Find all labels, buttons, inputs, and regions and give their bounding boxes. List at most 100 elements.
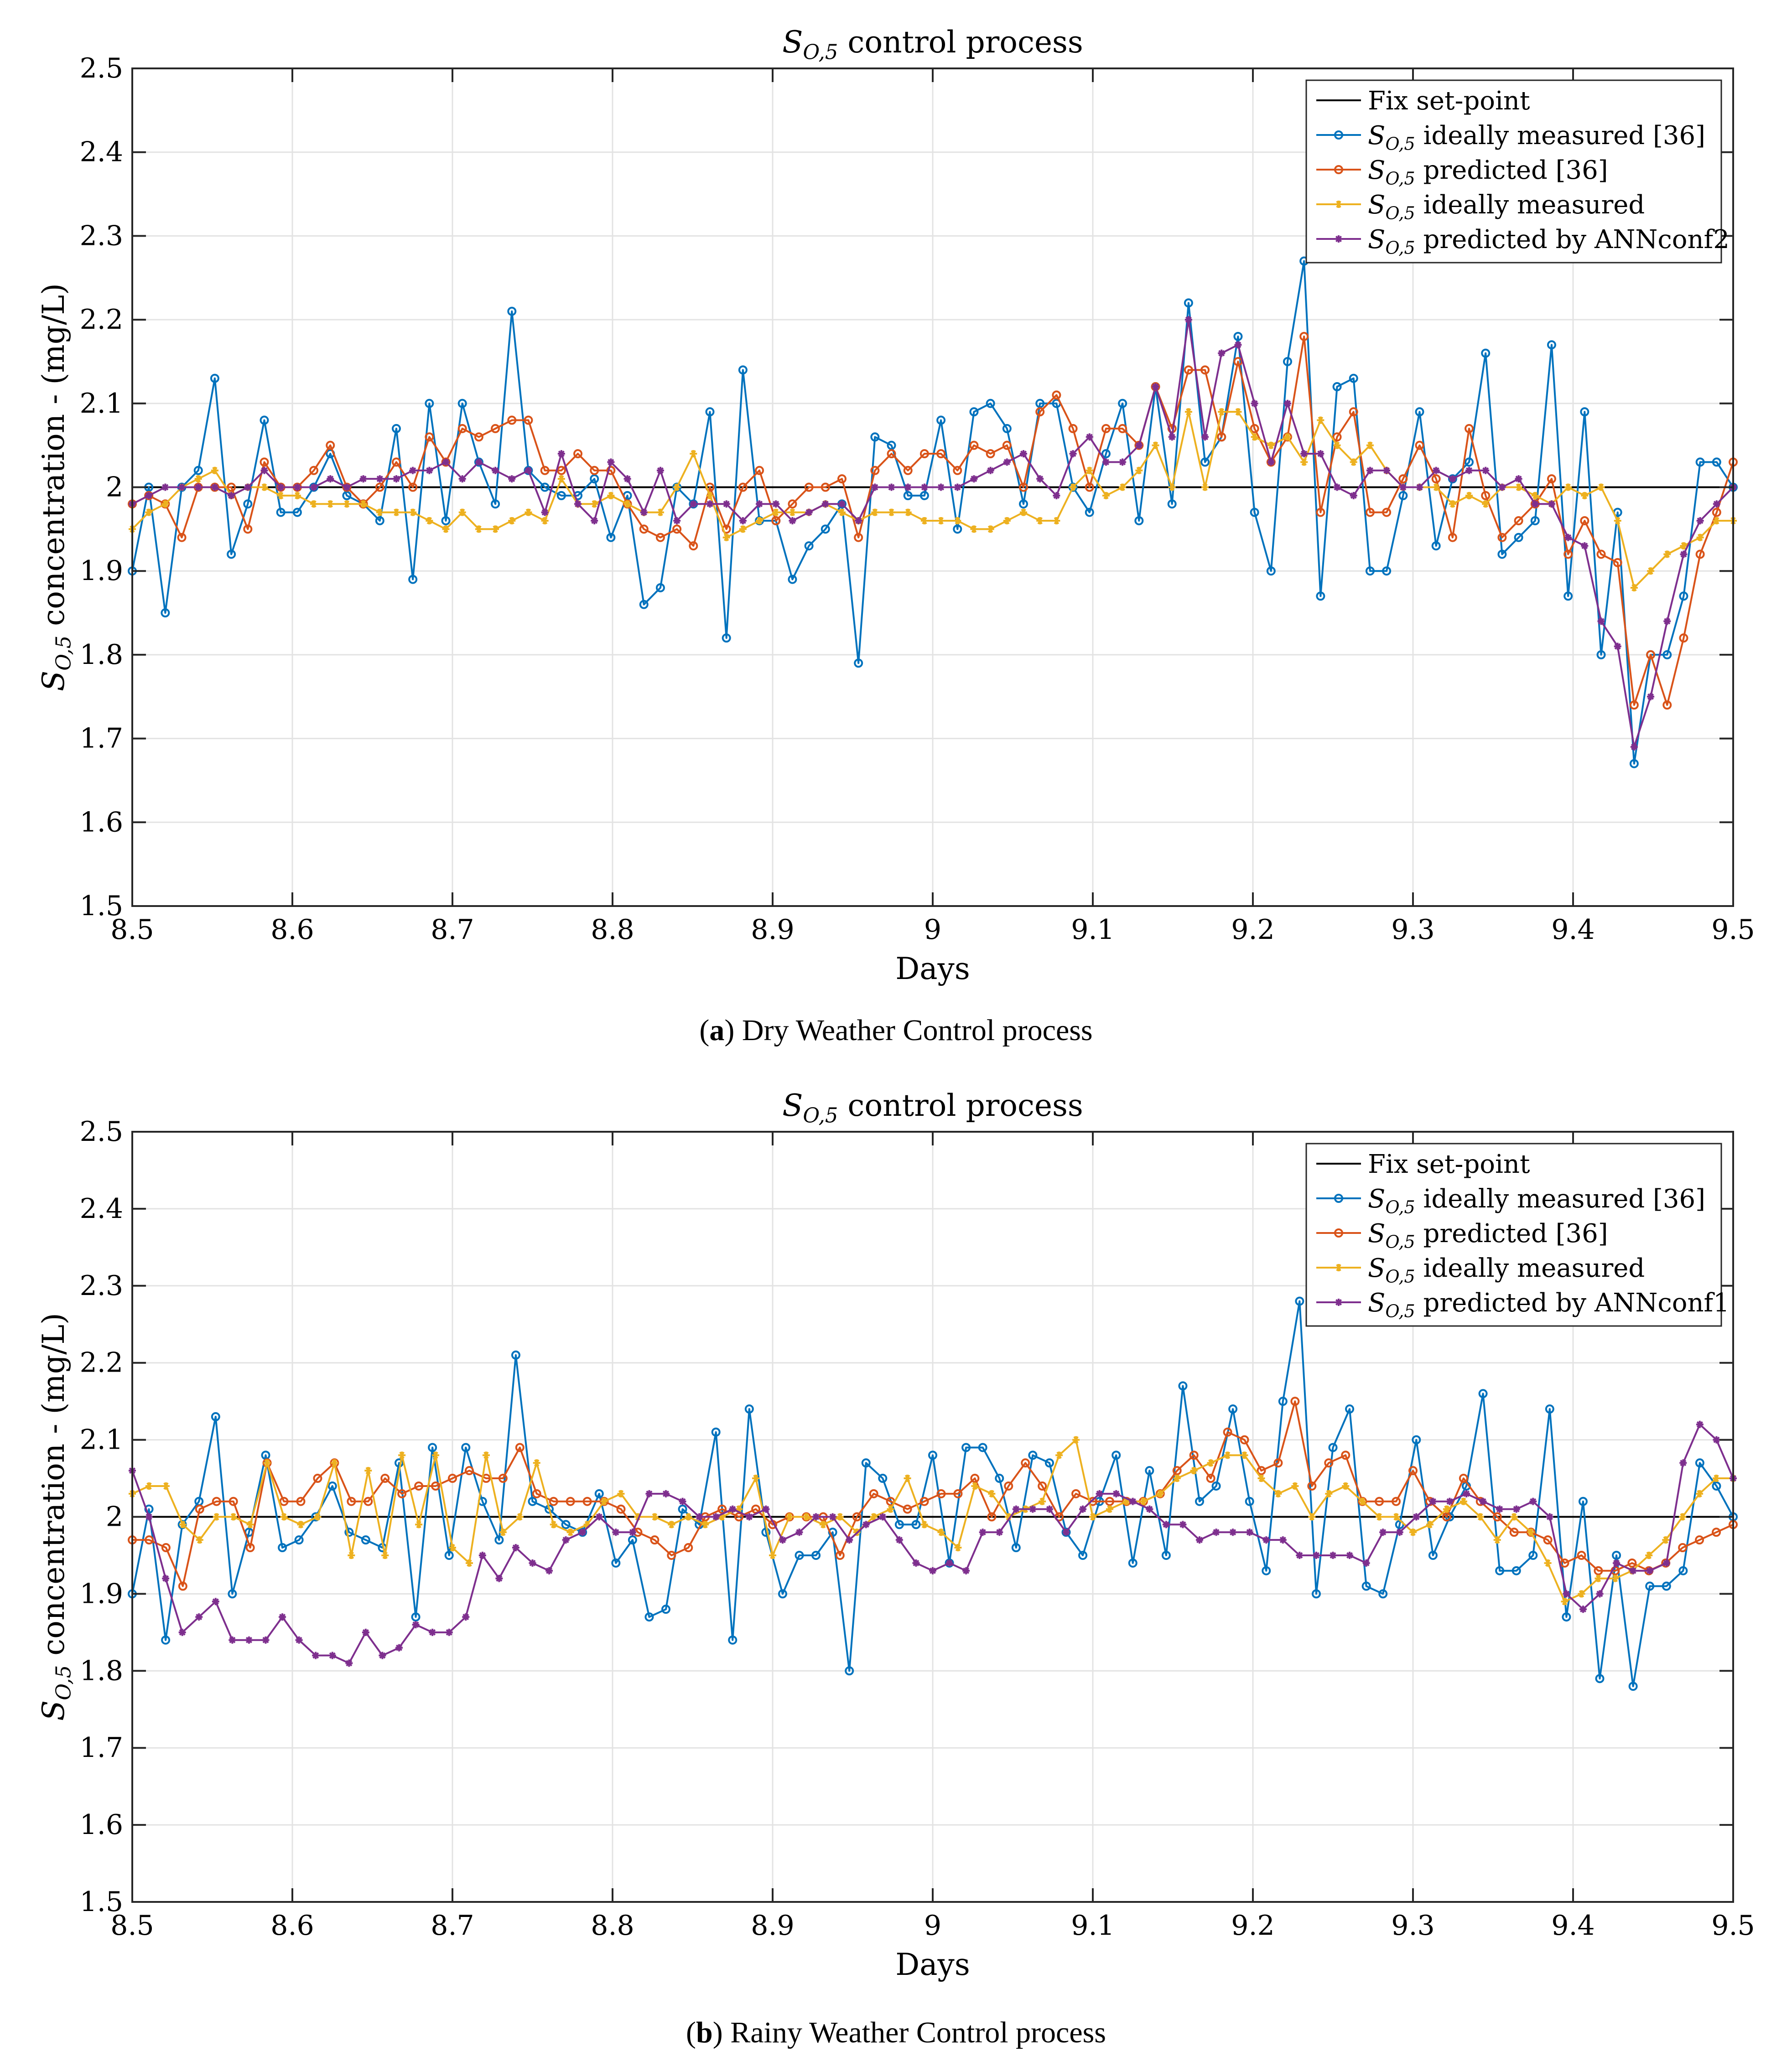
data-point-stroke <box>812 1513 820 1520</box>
data-point <box>398 1451 406 1459</box>
data-point <box>1233 332 1243 341</box>
data-point <box>1428 1550 1438 1560</box>
data-point-stroke <box>1213 1529 1220 1536</box>
data-point <box>591 517 598 524</box>
data-point <box>1463 1490 1470 1497</box>
x-tick-label: 9.4 <box>1551 1910 1595 1942</box>
data-point <box>802 1513 810 1521</box>
data-point <box>1245 1497 1254 1506</box>
data-point <box>1398 474 1408 484</box>
data-point-stroke <box>1463 1490 1470 1497</box>
data-point <box>194 483 202 491</box>
data-point <box>1233 357 1243 366</box>
data-point <box>260 457 269 467</box>
data-point <box>212 1497 221 1506</box>
data-point <box>1085 508 1094 517</box>
y-tick-label: 2.4 <box>80 136 123 168</box>
data-point <box>293 492 301 499</box>
x-tick-label: 9.1 <box>1071 1910 1114 1942</box>
data-point <box>772 508 780 516</box>
data-point <box>573 449 583 459</box>
data-point <box>829 1513 836 1521</box>
data-point <box>1530 516 1540 525</box>
data-point <box>919 1497 929 1506</box>
data-point <box>1399 483 1407 491</box>
data-point <box>936 415 946 425</box>
data-point <box>1002 440 1012 450</box>
data-point <box>1019 482 1028 492</box>
data-point <box>262 1636 270 1644</box>
data-point <box>744 1404 754 1414</box>
data-point <box>1563 549 1573 559</box>
data-point <box>343 483 351 491</box>
data-point <box>1597 617 1605 625</box>
legend-box <box>1305 79 1722 264</box>
data-point <box>1509 1528 1519 1537</box>
data-point <box>491 424 500 433</box>
data-point <box>1647 693 1655 700</box>
data-point-stroke <box>496 1575 503 1582</box>
data-point <box>1052 390 1061 400</box>
data-point <box>345 1659 353 1667</box>
data-point <box>986 449 995 459</box>
data-point-stroke <box>1513 1506 1520 1513</box>
data-point <box>1223 1427 1232 1437</box>
data-point <box>1266 566 1276 576</box>
data-point <box>178 1628 186 1636</box>
data-point <box>1614 642 1621 650</box>
data-point <box>557 450 565 458</box>
data-point <box>445 1628 453 1636</box>
data-point <box>970 1474 980 1483</box>
data-point <box>861 1458 871 1468</box>
text-subscript: O,5 <box>52 636 76 671</box>
data-point <box>475 525 483 533</box>
data-point <box>1613 558 1622 567</box>
data-point <box>855 517 862 524</box>
data-point <box>961 1443 971 1452</box>
data-point <box>1662 700 1672 710</box>
data-point <box>1234 341 1242 349</box>
data-point-stroke <box>310 484 317 491</box>
legend-box <box>1305 1143 1722 1327</box>
data-point <box>1167 499 1177 509</box>
data-point <box>1152 441 1159 449</box>
data-point <box>1563 591 1573 601</box>
data-point-stroke <box>872 484 878 491</box>
data-point <box>739 517 747 524</box>
data-point <box>482 1451 490 1459</box>
data-point-stroke <box>1663 1559 1670 1566</box>
data-point-stroke <box>1631 743 1637 751</box>
data-point <box>507 415 517 425</box>
chart-title: SO,5 control process <box>782 1088 1083 1128</box>
text-main: S <box>1368 190 1385 220</box>
data-point <box>1021 1458 1030 1468</box>
text-rest: predicted [36] <box>1415 1219 1608 1248</box>
text-subscript: O,5 <box>1385 1197 1415 1217</box>
data-point <box>811 1550 821 1560</box>
data-point <box>1547 340 1556 350</box>
data-point <box>1442 1512 1451 1522</box>
data-point <box>1662 1581 1671 1591</box>
data-point-stroke <box>1196 1537 1203 1544</box>
data-point <box>1596 1590 1604 1598</box>
data-point-stroke <box>1579 1606 1587 1613</box>
data-point <box>903 1504 912 1514</box>
data-point <box>1497 533 1507 542</box>
data-point <box>1712 1481 1721 1491</box>
data-point <box>457 424 467 433</box>
data-point-stroke <box>646 1490 653 1497</box>
data-point <box>1317 416 1325 424</box>
data-point-stroke <box>261 467 268 474</box>
data-point <box>515 1443 525 1452</box>
data-point <box>1712 1528 1721 1537</box>
data-point <box>689 541 698 551</box>
data-point <box>277 492 285 499</box>
data-point <box>887 449 896 459</box>
data-point <box>1112 1490 1120 1497</box>
data-point <box>1531 500 1539 508</box>
chart-title: SO,5 control process <box>782 25 1083 64</box>
data-point <box>328 1652 336 1659</box>
data-point <box>611 1558 621 1568</box>
data-point <box>1152 383 1159 391</box>
data-point-stroke <box>1496 1506 1503 1513</box>
